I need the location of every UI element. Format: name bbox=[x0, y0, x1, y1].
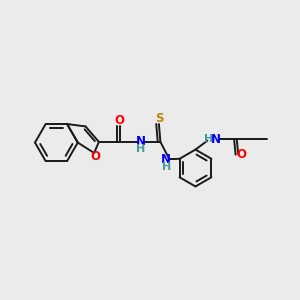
Text: H: H bbox=[162, 161, 171, 172]
Text: S: S bbox=[155, 112, 163, 125]
Text: O: O bbox=[236, 148, 246, 161]
Text: H: H bbox=[136, 144, 146, 154]
Text: O: O bbox=[115, 114, 125, 127]
Text: N: N bbox=[210, 133, 220, 146]
Text: N: N bbox=[136, 135, 146, 148]
Text: N: N bbox=[161, 153, 171, 166]
Text: O: O bbox=[90, 150, 100, 163]
Text: H: H bbox=[204, 134, 214, 144]
